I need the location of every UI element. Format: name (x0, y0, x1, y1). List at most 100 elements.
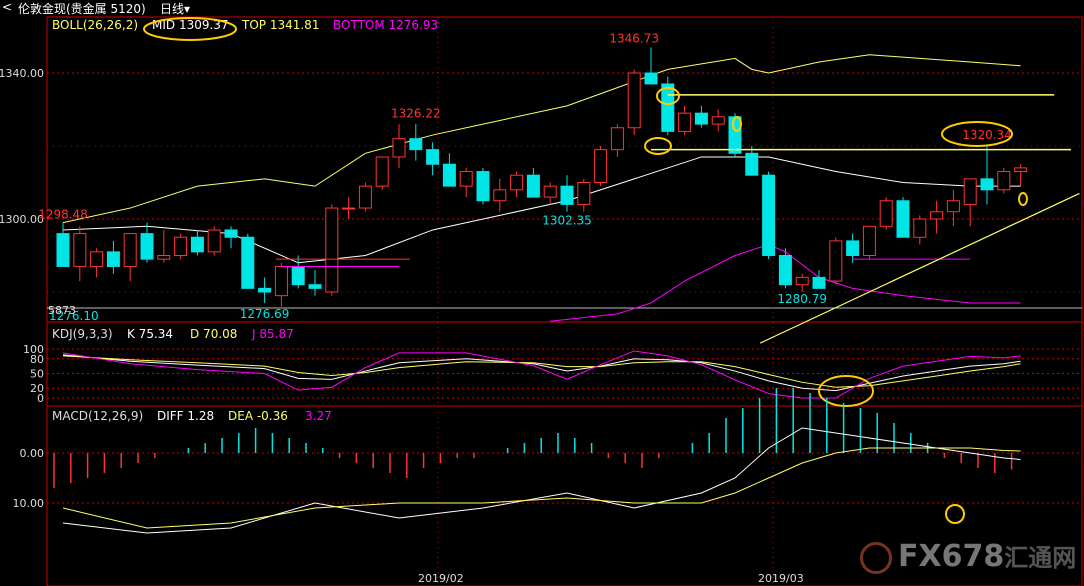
annotation-ellipse (941, 121, 1013, 147)
price-extreme-label: 1276.69 (240, 307, 290, 321)
candle (308, 284, 322, 289)
candle (862, 225, 876, 257)
candle (106, 251, 120, 267)
macd-diff: DIFF 1.28 (157, 409, 215, 423)
candle (678, 112, 692, 132)
candle (392, 138, 406, 158)
price-extreme-label: 1302.35 (542, 213, 592, 227)
candle (543, 185, 557, 198)
price-extreme-label: 1298.48 (38, 208, 88, 222)
candle (980, 178, 994, 191)
boll-mid: MID 1309.37 (152, 18, 229, 32)
boll-bottom: BOTTOM 1276.93 (333, 18, 439, 32)
kdj-d: D 70.08 (190, 327, 238, 341)
kdj-j-line (62, 350, 1021, 399)
price-tick-label: 1300.00 (0, 213, 44, 226)
title-bar: < 伦敦金现(贵金属 5120) 日线▾ (0, 0, 1084, 16)
kdj-label[interactable]: KDJ(9,3,3) (52, 327, 113, 341)
kdj-tick-label: 50 (30, 368, 44, 381)
corner-low-label: 1276.10 (49, 309, 99, 323)
candle (795, 276, 809, 286)
candle (459, 171, 473, 187)
candle (627, 72, 641, 129)
kdj-d-line (62, 355, 1021, 388)
kdj-tick-label: 80 (30, 353, 44, 366)
period-label: 日线 (160, 2, 185, 16)
corner-vol-label: 5873 (48, 304, 76, 317)
candle (997, 171, 1011, 191)
kdj-k: K 75.34 (127, 327, 174, 341)
chart-frame (46, 16, 1083, 586)
candle (896, 200, 910, 238)
macd-dea-line (62, 447, 1021, 529)
candle (409, 138, 423, 151)
candle (846, 240, 860, 256)
macd-tick-label: 10.00 (13, 497, 45, 510)
candle (778, 255, 792, 286)
macd-tick-label: 0.00 (20, 447, 45, 460)
kdj-tick-label: 100 (23, 343, 44, 356)
macd-value: 3.27 (305, 409, 332, 423)
annotation-ellipse (1018, 192, 1028, 206)
boll-bottom-line (550, 244, 1021, 322)
candle (879, 200, 893, 227)
price-tick-label: 1340.00 (0, 67, 44, 80)
annotation-ellipse (732, 116, 742, 132)
price-extreme-label: 1320.34 (962, 128, 1012, 142)
candle (358, 185, 372, 209)
price-extreme-label: 1346.73 (609, 31, 659, 45)
macd-label[interactable]: MACD(12,26,9) (52, 409, 144, 423)
chevron-down-icon: ▾ (184, 2, 191, 16)
kdj-tick-label: 0 (37, 392, 44, 405)
candle (1014, 167, 1028, 173)
watermark-logo: FX678汇通网 (860, 538, 1076, 574)
candle (711, 116, 725, 125)
boll-mid-line (62, 156, 1021, 264)
candle (661, 83, 675, 132)
candle (963, 178, 977, 205)
candle (577, 182, 591, 205)
candle (241, 236, 255, 289)
candle (140, 233, 154, 260)
watermark-cn: 汇通网 (1004, 544, 1077, 572)
candle (812, 276, 826, 289)
price-extreme-label: 1280.79 (777, 292, 827, 306)
candle (56, 233, 70, 267)
candle (728, 116, 742, 154)
candle (829, 240, 843, 282)
candle (745, 152, 759, 176)
instrument-title: 伦敦金现(贵金属 5120) (18, 2, 146, 16)
candle (594, 149, 608, 183)
x-axis-label: 2019/03 (758, 572, 804, 585)
candle (224, 229, 238, 238)
boll-top: TOP 1341.81 (242, 18, 320, 32)
candle (560, 185, 574, 205)
candle (694, 112, 708, 125)
macd-dea: DEA -0.36 (228, 409, 288, 423)
watermark-brand: FX678 (898, 539, 1005, 574)
annotation-ellipse (644, 137, 672, 155)
candle (476, 171, 490, 202)
candle (510, 174, 524, 191)
candle (946, 200, 960, 213)
price-extreme-label: 1326.22 (391, 106, 441, 120)
candle (258, 287, 272, 293)
candle (207, 229, 221, 253)
candle (930, 211, 944, 220)
boll-label[interactable]: BOLL(26,26,2) (52, 18, 139, 32)
candle (342, 207, 356, 210)
kdj-tick-label: 20 (30, 382, 44, 395)
annotation-ellipse (656, 87, 680, 105)
kdj-k-line (62, 354, 1021, 392)
candle (274, 265, 288, 297)
candle (426, 149, 440, 165)
candle (610, 127, 624, 151)
candle (157, 255, 171, 260)
annotation-ellipse-mid (143, 17, 237, 41)
period-selector[interactable]: 日线▾ (160, 0, 190, 17)
candle (90, 251, 104, 267)
annotation-ellipse-kdj (818, 375, 874, 407)
candle (325, 207, 339, 293)
back-arrow-icon[interactable]: < (2, 0, 13, 14)
